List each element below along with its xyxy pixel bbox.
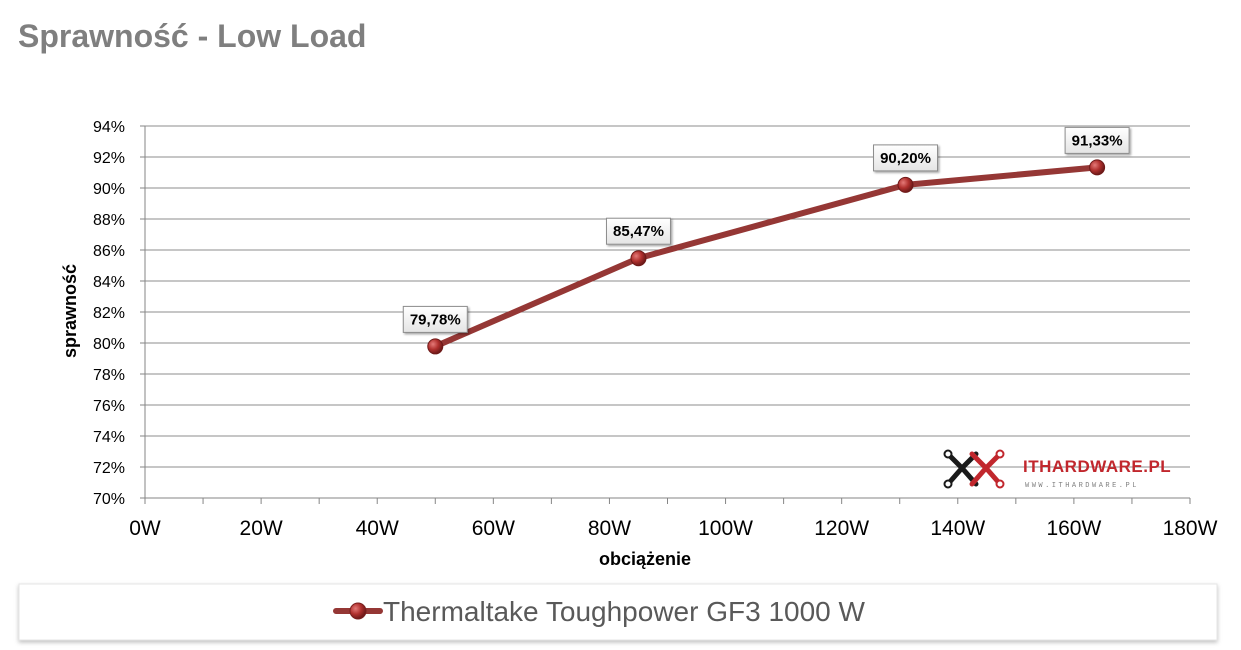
data-label: 91,33% [1064, 126, 1130, 154]
x-tick-label: 180W [1163, 517, 1218, 540]
y-tick-label: 84% [93, 274, 125, 291]
series-layer [427, 159, 1106, 355]
watermark-brand: ITHARDWARE.PL [1023, 457, 1171, 476]
data-label: 90,20% [873, 144, 939, 172]
legend-marker-swatch [349, 602, 367, 620]
data-label-text: 79,78% [410, 311, 461, 328]
data-label: 85,47% [605, 217, 671, 245]
x-tick-label: 160W [1046, 517, 1101, 540]
data-point-marker [897, 176, 914, 193]
data-label-text: 91,33% [1072, 132, 1123, 149]
legend: Thermaltake Toughpower GF3 1000 W [18, 583, 1218, 641]
legend-series-name: Thermaltake Toughpower GF3 1000 W [383, 596, 866, 627]
y-tick-label: 70% [93, 491, 125, 508]
y-axis-ticks: 70% 72% 74% 76% 78% 80% 82% 84% 86% 88% 90% 92% 94% [93, 119, 125, 508]
y-tick-label: 86% [93, 243, 125, 260]
data-label-box [873, 144, 939, 172]
watermark-url: WWW.ITHARDWARE.PL [1025, 482, 1139, 490]
y-tick-label: 80% [93, 336, 125, 353]
x-tick-label: 80W [588, 517, 631, 540]
data-label-text: 90,20% [880, 150, 931, 167]
data-label-box [402, 305, 468, 333]
legend-box [18, 583, 1218, 641]
data-label-box [1064, 126, 1130, 154]
y-tick-label: 74% [93, 429, 125, 446]
x-tick-label: 40W [356, 517, 399, 540]
y-tick-label: 88% [93, 212, 125, 229]
x-tick-label: 60W [472, 517, 515, 540]
x-tick-label: 100W [698, 517, 753, 540]
data-label-box [605, 217, 671, 245]
y-tick-label: 94% [93, 119, 125, 136]
series-line [432, 164, 1101, 350]
data-label: 79,78% [402, 305, 468, 333]
y-tick-label: 76% [93, 398, 125, 415]
watermark: ITHARDWARE.PL WWW.ITHARDWARE.PL [943, 449, 1171, 490]
data-labels: 79,78% 85,47% 90,20% 91,33% [402, 126, 1130, 333]
data-point-marker [1089, 159, 1106, 176]
x-tick-label: 0W [129, 517, 161, 540]
y-tick-label: 90% [93, 181, 125, 198]
data-point-marker [630, 250, 647, 267]
data-label-text: 85,47% [613, 223, 664, 240]
y-tick-label: 92% [93, 150, 125, 167]
grid-lines [140, 125, 1191, 504]
y-tick-label: 72% [93, 460, 125, 477]
ithardware-logo-icon [943, 449, 1005, 489]
x-tick-label: 140W [930, 517, 985, 540]
data-point-marker [427, 338, 444, 355]
chart-title: Sprawność - Low Load [18, 18, 366, 54]
x-axis-ticks: 0W 20W 40W 60W 80W 100W 120W 140W 160W 180W [129, 517, 1217, 540]
x-axis-label: obciążenie [599, 549, 691, 569]
y-tick-label: 78% [93, 367, 125, 384]
x-tick-label: 20W [240, 517, 283, 540]
x-tick-label: 120W [814, 517, 869, 540]
y-tick-label: 82% [93, 305, 125, 322]
y-axis-label: sprawność [60, 264, 80, 358]
